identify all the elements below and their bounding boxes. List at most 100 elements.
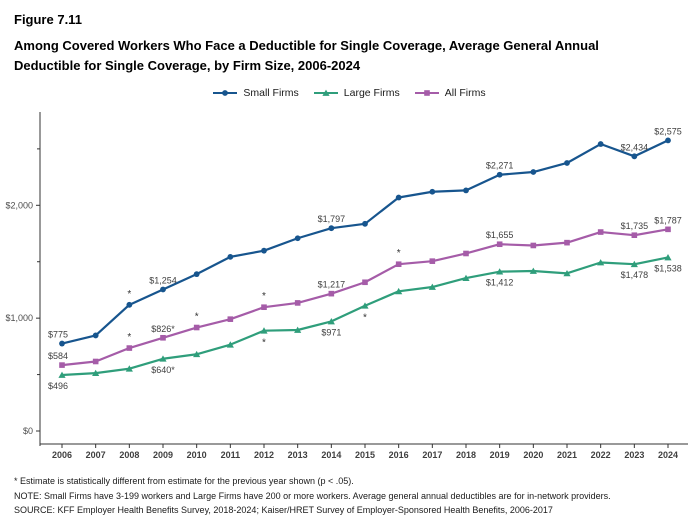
legend-item-all-firms: All Firms xyxy=(414,87,486,99)
data-point-marker xyxy=(664,254,672,261)
x-tick-label: 2023 xyxy=(624,450,644,460)
x-tick-label: 2017 xyxy=(422,450,442,460)
legend-label-small-firms: Small Firms xyxy=(243,87,299,99)
data-point-marker xyxy=(193,271,200,278)
data-point-marker xyxy=(564,239,570,246)
data-label: $1,787 xyxy=(654,215,682,225)
data-point-marker xyxy=(125,365,133,372)
legend-key-square-icon xyxy=(414,90,439,96)
data-point-marker xyxy=(395,194,402,201)
data-label: $1,217 xyxy=(318,280,346,290)
data-point-marker xyxy=(222,90,229,96)
data-point-marker xyxy=(261,247,267,254)
y-tick-label: $2,000 xyxy=(5,200,33,210)
data-point-marker xyxy=(395,287,403,295)
data-point-marker xyxy=(631,232,638,239)
series-small-firms: $775 $1,254 $1,797 $2,271 $2,434 $2,575 * xyxy=(48,126,682,347)
data-point-marker xyxy=(261,304,267,311)
significance-asterisk: * xyxy=(262,291,266,302)
data-point-marker xyxy=(126,301,133,308)
x-tick-label: 2009 xyxy=(153,450,173,460)
data-point-marker xyxy=(597,259,605,266)
data-point-marker xyxy=(665,226,671,233)
data-label: $1,538 xyxy=(654,263,682,273)
y-tick-label: $0 xyxy=(23,426,33,436)
data-point-marker xyxy=(530,242,537,249)
data-label: $1,478 xyxy=(621,270,649,280)
series-all-firms: $584 $826* $1,217 $1,655 $1,735 $1,787 * * * * xyxy=(48,215,682,368)
data-point-marker xyxy=(529,267,537,274)
data-point-marker xyxy=(58,371,66,378)
data-label: $1,655 xyxy=(486,230,514,240)
data-point-marker xyxy=(294,300,301,306)
data-point-marker xyxy=(665,137,671,144)
x-tick-label: 2007 xyxy=(86,450,106,460)
figure-number: Figure 7.11 xyxy=(14,12,82,27)
legend-item-small-firms: Small Firms xyxy=(212,87,299,99)
data-point-marker xyxy=(126,345,133,351)
data-point-marker xyxy=(328,225,335,232)
x-tick-label: 2014 xyxy=(321,450,341,460)
x-tick-label: 2020 xyxy=(523,450,543,460)
chart-legend: Small Firms Large Firms All Firms xyxy=(0,87,698,99)
x-tick-label: 2010 xyxy=(187,450,207,460)
footnote-source: SOURCE: KFF Employer Health Benefits Sur… xyxy=(14,505,553,516)
data-label: $1,254 xyxy=(149,275,177,285)
significance-asterisk: * xyxy=(397,248,401,259)
data-label: $971 xyxy=(321,327,341,337)
legend-item-large-firms: Large Firms xyxy=(313,87,400,99)
legend-label-large-firms: Large Firms xyxy=(343,87,400,99)
x-tick-label: 2013 xyxy=(288,450,308,460)
figure-title-line2: Deductible for Single Coverage, by Firm … xyxy=(14,58,361,74)
data-point-marker xyxy=(59,340,65,347)
chart-footnotes: * Estimate is statistically different fr… xyxy=(14,474,694,518)
data-point-marker xyxy=(294,326,302,333)
x-tick-label: 2022 xyxy=(591,450,611,460)
data-point-marker xyxy=(361,302,369,309)
x-tick-label: 2011 xyxy=(221,450,241,460)
data-label: $2,575 xyxy=(654,126,682,136)
x-tick-label: 2008 xyxy=(119,450,139,460)
data-point-marker xyxy=(226,341,234,348)
data-point-marker xyxy=(362,220,368,227)
data-point-marker xyxy=(227,253,234,260)
data-label: $496 xyxy=(48,381,68,391)
significance-asterisk: * xyxy=(363,313,367,324)
data-label: $2,271 xyxy=(486,161,514,171)
data-point-marker xyxy=(160,334,166,341)
data-label: $2,434 xyxy=(621,142,649,152)
figure-title-line1: Among Covered Workers Who Face a Deducti… xyxy=(14,38,599,53)
data-point-marker xyxy=(428,283,436,290)
x-tick-label: 2012 xyxy=(254,450,274,460)
data-label: $1,735 xyxy=(621,221,649,231)
data-label: $826* xyxy=(151,324,175,334)
data-point-marker xyxy=(423,90,430,96)
data-label: $640* xyxy=(151,365,175,375)
data-point-marker xyxy=(327,318,335,325)
x-tick-label: 2016 xyxy=(389,450,409,460)
data-point-marker xyxy=(193,324,200,331)
x-tick-label: 2024 xyxy=(658,450,678,460)
axes: $0 $1,000 $2,000 2006 2007 2008 2009 2010 2011 20… xyxy=(5,112,688,460)
data-point-marker xyxy=(496,268,504,275)
data-point-marker xyxy=(322,89,330,96)
data-label: $584 xyxy=(48,351,68,361)
x-tick-label: 2021 xyxy=(557,450,577,460)
data-label: $1,797 xyxy=(318,214,346,224)
data-point-marker xyxy=(597,141,604,147)
footnote-note: NOTE: Small Firms have 3-199 workers and… xyxy=(14,490,611,501)
significance-asterisk: * xyxy=(262,338,266,349)
data-point-marker xyxy=(193,350,201,358)
data-label: $1,412 xyxy=(486,278,514,288)
data-point-marker xyxy=(564,160,570,166)
legend-key-circle-icon xyxy=(213,90,238,96)
data-point-marker xyxy=(631,153,638,160)
x-tick-label: 2015 xyxy=(355,450,375,460)
data-point-marker xyxy=(227,316,234,322)
significance-asterisk: * xyxy=(127,332,131,343)
data-point-marker xyxy=(597,229,604,235)
x-tick-label: 2018 xyxy=(456,450,476,460)
data-point-marker xyxy=(328,290,335,297)
